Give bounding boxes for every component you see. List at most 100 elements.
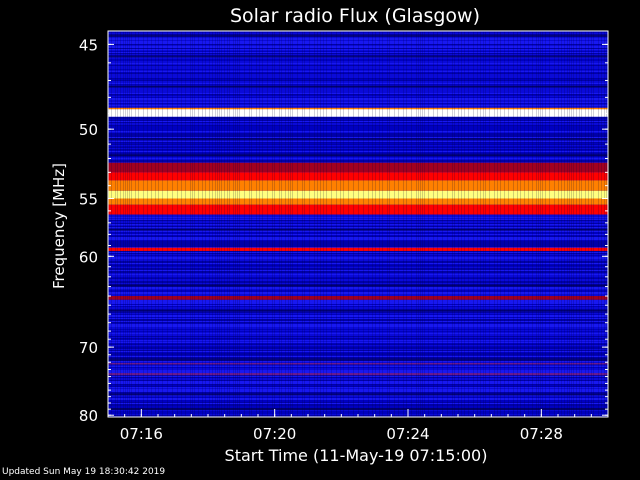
noise-column	[125, 31, 126, 417]
background-row	[108, 106, 608, 107]
background-row	[108, 156, 608, 157]
signal-band	[108, 247, 608, 251]
background-row	[108, 321, 608, 322]
background-row	[108, 404, 608, 405]
noise-column	[554, 31, 555, 417]
background-row	[108, 371, 608, 372]
noise-column	[233, 31, 234, 417]
background-row	[108, 355, 608, 356]
background-row	[108, 151, 608, 152]
background-row	[108, 130, 608, 131]
noise-column	[202, 31, 203, 417]
noise-column	[117, 31, 118, 417]
background-row	[108, 232, 608, 233]
background-row	[108, 274, 608, 275]
background-row	[108, 216, 608, 217]
background-row	[108, 76, 608, 77]
noise-column	[497, 31, 498, 417]
noise-column	[545, 31, 546, 417]
noise-column	[221, 31, 222, 417]
background-row	[108, 71, 608, 72]
noise-column	[588, 31, 589, 417]
background-row	[108, 97, 608, 98]
background-row	[108, 292, 608, 293]
background-row	[108, 339, 608, 340]
background-row	[108, 148, 608, 149]
background-row	[108, 103, 608, 104]
background-row	[108, 126, 608, 127]
background-row	[108, 88, 608, 89]
noise-column	[452, 31, 453, 417]
background-row	[108, 346, 608, 347]
noise-column	[135, 31, 136, 417]
background-row	[108, 356, 608, 357]
background-row	[108, 302, 608, 303]
background-row	[108, 281, 608, 282]
signal-band	[108, 108, 608, 117]
plot-area	[107, 30, 609, 418]
noise-column	[336, 31, 337, 417]
background-row	[108, 39, 608, 40]
background-row	[108, 157, 608, 158]
noise-column	[251, 31, 252, 417]
noise-column	[520, 31, 521, 417]
noise-column	[177, 31, 178, 417]
dark-stripe	[108, 228, 608, 231]
updated-timestamp: Updated Sun May 19 18:30:42 2019	[2, 467, 166, 477]
noise-column	[513, 31, 514, 417]
noise-column	[111, 31, 112, 417]
noise-column	[458, 31, 459, 417]
background-row	[108, 384, 608, 385]
background-row	[108, 341, 608, 342]
noise-column	[155, 31, 156, 417]
dark-stripe	[108, 358, 608, 361]
noise-column	[540, 31, 541, 417]
background-row	[108, 283, 608, 284]
background-row	[108, 280, 608, 281]
background-row	[108, 353, 608, 354]
background-row	[108, 324, 608, 325]
noise-column	[494, 31, 495, 417]
background-row	[108, 90, 608, 91]
background-row	[108, 58, 608, 59]
noise-column	[538, 31, 539, 417]
background-row	[108, 105, 608, 106]
background-row	[108, 275, 608, 276]
noise-column	[353, 31, 354, 417]
background-row	[108, 293, 608, 294]
background-row	[108, 53, 608, 54]
noise-column	[292, 31, 293, 417]
background-row	[108, 146, 608, 147]
dark-stripe	[108, 154, 608, 157]
background-row	[108, 51, 608, 52]
background-row	[108, 413, 608, 414]
background-row	[108, 65, 608, 66]
background-row	[108, 389, 608, 390]
noise-column	[406, 31, 407, 417]
background-row	[108, 43, 608, 44]
noise-column	[309, 31, 310, 417]
background-row	[108, 54, 608, 55]
background-row	[108, 306, 608, 307]
noise-column	[244, 31, 245, 417]
background-row	[108, 40, 608, 41]
noise-column	[375, 31, 376, 417]
noise-column	[181, 31, 182, 417]
noise-column	[158, 31, 159, 417]
background-row	[108, 238, 608, 239]
background-row	[108, 411, 608, 412]
noise-column	[581, 31, 582, 417]
background-row	[108, 221, 608, 222]
noise-column	[129, 31, 130, 417]
background-row	[108, 276, 608, 277]
signal-band	[108, 172, 608, 181]
noise-column	[576, 31, 577, 417]
background-row	[108, 124, 608, 125]
noise-column	[272, 31, 273, 417]
noise-column	[192, 31, 193, 417]
background-row	[108, 123, 608, 124]
noise-column	[403, 31, 404, 417]
background-row	[108, 375, 608, 376]
background-row	[108, 337, 608, 338]
dark-stripe	[108, 284, 608, 287]
